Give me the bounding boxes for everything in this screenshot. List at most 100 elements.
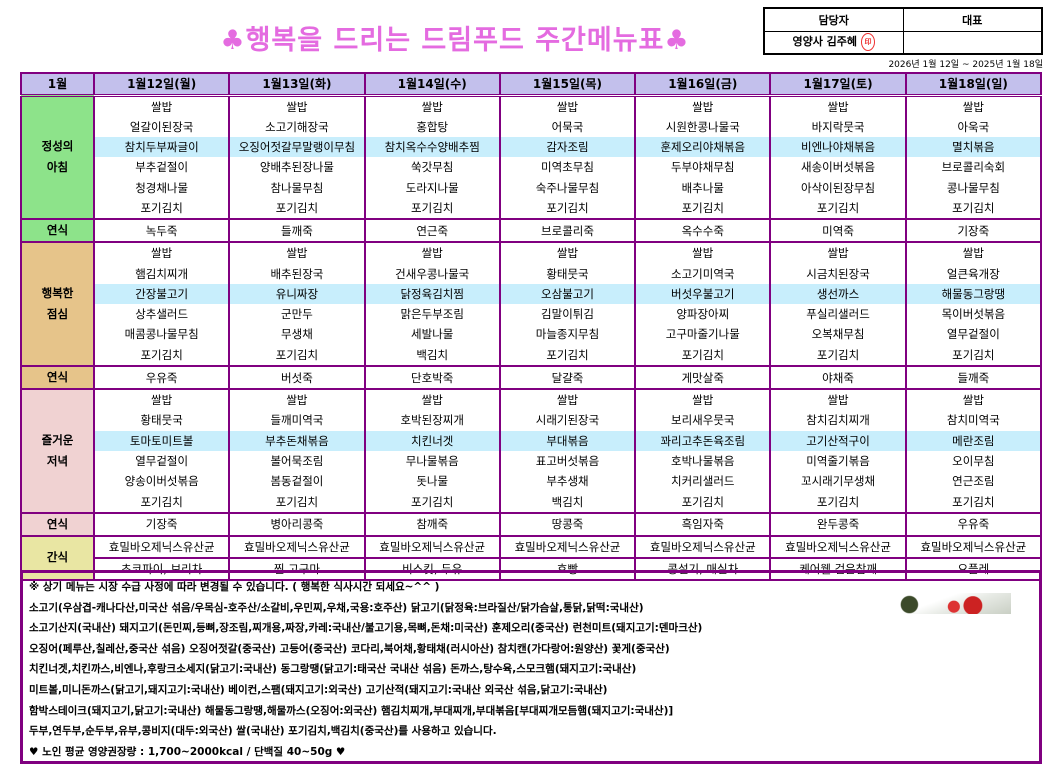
menu-item: 시원한콩나물국 xyxy=(665,119,740,134)
menu-item: 맑은두부조림 xyxy=(400,307,464,322)
menu-item: 보리새우뭇국 xyxy=(671,413,735,428)
menu-item: 포기김치 xyxy=(411,200,454,215)
soft-meal-item: 땅콩죽 xyxy=(498,511,637,537)
day-header: 1월17일(토) xyxy=(769,72,907,97)
menu-item: 브로콜리숙회 xyxy=(941,160,1006,175)
soft-meal-item: 미역죽 xyxy=(769,218,907,244)
menu-item: 포기김치 xyxy=(275,347,319,362)
menu-item: 쌀밥 xyxy=(556,393,579,408)
menu-item: 쌀밥 xyxy=(556,246,579,261)
soft-meal-item: 달걀죽 xyxy=(498,365,637,391)
meal-label-line: 행복한 xyxy=(41,286,74,301)
menu-item: 쌀밥 xyxy=(556,99,579,114)
menu-item: 두부야채무침 xyxy=(671,160,735,175)
menu-item: 들깨미역국 xyxy=(270,413,324,428)
menu-cell: 쌀밥 건새우콩나물국 닭정육김치찜 맑은두부조림 세발나물 백김치 xyxy=(363,241,501,368)
snack-item: 호빵 xyxy=(498,556,637,581)
soft-meal-item: 브로콜리죽 xyxy=(498,218,637,244)
menu-item: 해물동그랑땡 xyxy=(906,283,1040,305)
menu-item: 쌀밥 xyxy=(827,246,849,261)
menu-item: 포기김치 xyxy=(681,347,724,362)
menu-cell: 쌀밥 소고기미역국 버섯우불고기 양파장아찌 고구마줄기나물 포기김치 xyxy=(634,241,772,368)
menu-item: 포기김치 xyxy=(952,347,995,362)
meal-label: 즐거운 저녁 xyxy=(20,388,95,514)
menu-item: 양배추된장나물 xyxy=(259,160,334,175)
soft-meal-item: 흑임자죽 xyxy=(634,511,772,537)
menu-item: 참치김치찌개 xyxy=(806,413,870,428)
menu-item: 시금치된장국 xyxy=(806,266,870,281)
menu-item: 표고버섯볶음 xyxy=(535,453,600,468)
menu-cell: 쌀밥 시금치된장국 생선까스 푸실리샐러드 오복채무침 포기김치 xyxy=(769,241,907,368)
menu-item: 소고기미역국 xyxy=(671,266,735,281)
menu-item: 포기김치 xyxy=(275,200,319,215)
menu-item: 생선까스 xyxy=(771,283,905,305)
menu-item: 양파장아찌 xyxy=(676,307,730,322)
menu-period: 2026년 1월 12일 ~ 2025년 1월 18일 xyxy=(888,60,1043,70)
menu-item: 치킨너겟 xyxy=(365,430,499,451)
dietitian-name: 영양사 김주혜 xyxy=(792,35,858,49)
menu-cell: 쌀밥 바지락뭇국 비엔나야채볶음 새송이버섯볶음 아삭이된장무침 포기김치 xyxy=(769,93,907,221)
menu-item: 꽈리고추돈육조림 xyxy=(636,430,770,451)
soft-meal-item: 병아리콩죽 xyxy=(228,511,366,537)
menu-item: 쌀밥 xyxy=(421,99,443,114)
seal-stamp-icon: 印 xyxy=(861,33,876,52)
menu-item: 쌀밥 xyxy=(286,393,308,408)
menu-item: 열무겉절이 xyxy=(946,327,1000,342)
menu-item: 꼬시래기무생채 xyxy=(801,474,876,489)
menu-item: 포기김치 xyxy=(140,200,183,215)
snack-item: 효밀바오제닉스유산균 xyxy=(904,534,1043,559)
menu-item: 얼큰육개장 xyxy=(946,266,1000,281)
soft-meal-item: 완두콩죽 xyxy=(769,511,907,537)
snack-item: 효밀바오제닉스유산균 xyxy=(228,534,366,559)
soft-meal-label: 연식 xyxy=(20,365,95,391)
menu-item: 볼어묵조림 xyxy=(270,453,324,468)
approval-header-staff: 담당자 xyxy=(763,7,904,32)
menu-item: 포기김치 xyxy=(681,494,724,509)
menu-item: 세발나물 xyxy=(411,327,454,342)
day-header: 1월18일(일) xyxy=(904,72,1043,97)
menu-item: 매콤콩나물무침 xyxy=(124,327,199,342)
meal-label-line: 점심 xyxy=(46,307,69,322)
menu-item: 양송이버섯볶음 xyxy=(124,474,199,489)
menu-item: 배추된장국 xyxy=(270,266,324,281)
menu-cell: 쌀밥 어묵국 감자조림 미역초무침 숙주나물무침 포기김치 xyxy=(498,93,637,221)
menu-item: 푸실리샐러드 xyxy=(806,307,870,322)
menu-cell: 쌀밥 시원한콩나물국 훈제오리야채볶음 두부야채무침 배추나물 포기김치 xyxy=(634,93,772,221)
menu-item: 비엔나야채볶음 xyxy=(771,137,905,158)
menu-item: 참치옥수수양배추찜 xyxy=(365,137,499,158)
menu-item: 포기김치 xyxy=(816,494,860,509)
menu-item: 포기김치 xyxy=(140,494,183,509)
menu-item: 참치두부짜글이 xyxy=(95,137,229,158)
menu-item: 쌀밥 xyxy=(151,246,173,261)
soft-meal-item: 녹두죽 xyxy=(92,218,231,244)
meal-label: 정성의 아침 xyxy=(20,93,95,221)
menu-item: 오복채무침 xyxy=(811,327,865,342)
menu-cell: 쌀밥 얼갈이된장국 참치두부짜글이 부추겉절이 청경채나물 포기김치 xyxy=(92,93,231,221)
menu-item: 포기김치 xyxy=(411,494,454,509)
menu-item: 쌀밥 xyxy=(692,99,714,114)
menu-item: 쌀밥 xyxy=(962,246,984,261)
menu-item: 쌀밥 xyxy=(692,246,714,261)
approval-box: 담당자 대표 영양사 김주혜 印 xyxy=(763,7,1043,55)
menu-item: 군만두 xyxy=(281,307,313,322)
menu-item: 포기김치 xyxy=(275,494,319,509)
snack-item: 초코파이, 보리차 xyxy=(92,556,231,581)
dietitian-signature: 영양사 김주혜 印 xyxy=(763,30,904,55)
weekly-menu-table: 1월 1월12일(월) 1월13일(화) 1월14일(수) 1월15일(목) 1월16일(… xyxy=(20,72,1043,581)
menu-item: 고구마줄기나물 xyxy=(665,327,740,342)
menu-item: 숙주나물무침 xyxy=(535,180,600,195)
menu-item: 쌀밥 xyxy=(827,99,849,114)
menu-item: 호박나물볶음 xyxy=(671,453,735,468)
menu-cell: 쌀밥 소고기해장국 오징어젓갈무말랭이무침 양배추된장나물 참나물무침 포기김치 xyxy=(228,93,366,221)
menu-cell: 쌀밥 아욱국 멸치볶음 브로콜리숙회 콩나물무침 포기김치 xyxy=(904,93,1043,221)
meal-label-line: 아침 xyxy=(46,160,69,175)
menu-item: 시래기된장국 xyxy=(535,413,600,428)
day-header: 1월16일(금) xyxy=(634,72,772,97)
menu-item: 소고기해장국 xyxy=(265,119,329,134)
menu-item: 포기김치 xyxy=(140,347,183,362)
snack-item: 찐 고구마 xyxy=(228,556,366,581)
soft-meal-item: 기장죽 xyxy=(92,511,231,537)
menu-cell: 쌀밥 들깨미역국 부추돈채볶음 볼어묵조림 봄동겉절이 포기김치 xyxy=(228,388,366,514)
menu-item: 쌀밥 xyxy=(692,393,714,408)
soft-meal-item: 우유죽 xyxy=(904,511,1043,537)
